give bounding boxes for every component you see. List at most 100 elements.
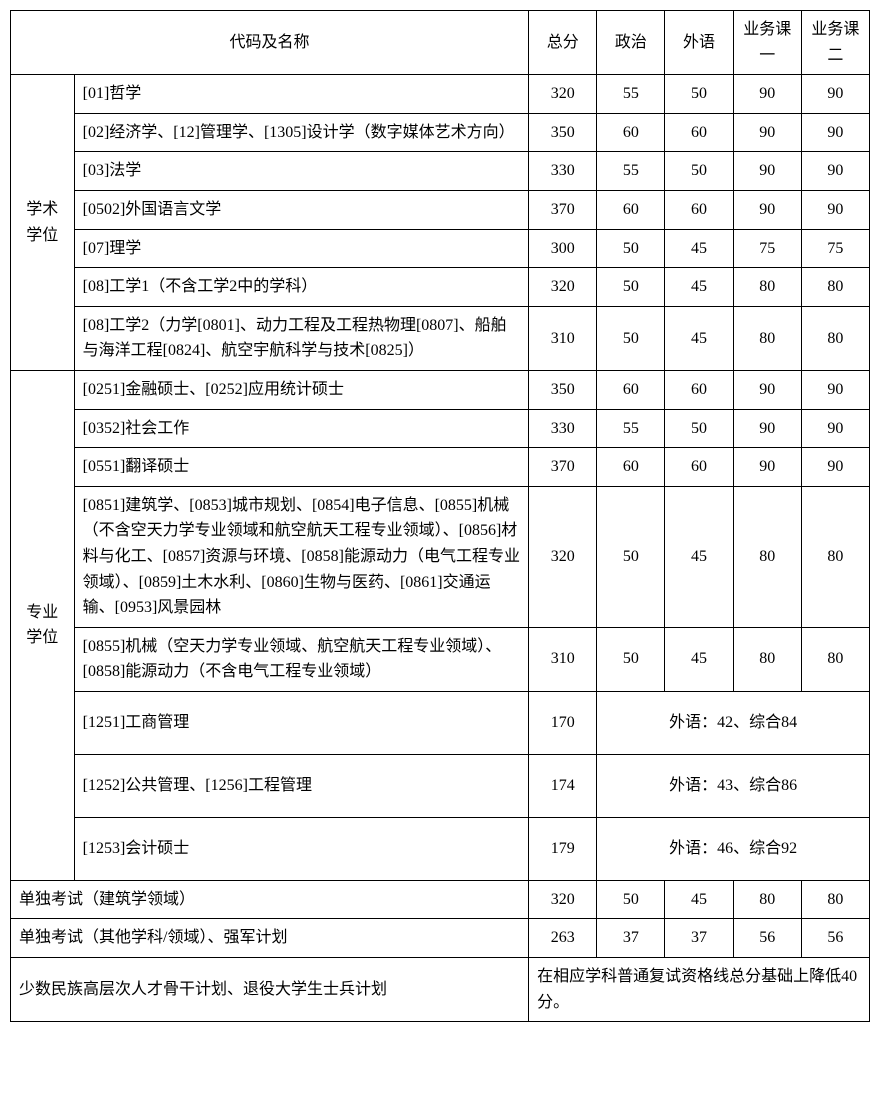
cell-for: 60 [665, 448, 733, 487]
cell-total: 350 [529, 113, 597, 152]
h-politics: 政治 [597, 11, 665, 75]
cell-c2: 90 [801, 190, 869, 229]
row-name: [1253]会计硕士 [74, 817, 529, 880]
cell-c2: 80 [801, 627, 869, 691]
row-name: [03]法学 [74, 152, 529, 191]
cell-for: 60 [665, 370, 733, 409]
cell-total: 370 [529, 448, 597, 487]
cell-c2: 90 [801, 152, 869, 191]
table-row: [1252]公共管理、[1256]工程管理 174 外语：43、综合86 [11, 754, 870, 817]
h-foreign: 外语 [665, 11, 733, 75]
cell-pol: 60 [597, 448, 665, 487]
cell-for: 45 [665, 880, 733, 919]
cell-c1: 90 [733, 370, 801, 409]
cell-c2: 75 [801, 229, 869, 268]
table-row: 学术学位 [01]哲学 320 55 50 90 90 [11, 75, 870, 114]
cell-c1: 80 [733, 627, 801, 691]
row-name: 单独考试（建筑学领域） [11, 880, 529, 919]
h-course2: 业务课二 [801, 11, 869, 75]
cell-total: 330 [529, 152, 597, 191]
cell-c1: 80 [733, 486, 801, 627]
cell-c2: 80 [801, 486, 869, 627]
cell-c1: 80 [733, 880, 801, 919]
cell-c1: 90 [733, 448, 801, 487]
table-row: 单独考试（建筑学领域） 320 50 45 80 80 [11, 880, 870, 919]
category-professional: 专业学位 [11, 370, 75, 880]
category-academic: 学术学位 [11, 75, 75, 371]
table-row: [0551]翻译硕士 370 60 60 90 90 [11, 448, 870, 487]
header-row: 代码及名称 总分 政治 外语 业务课一 业务课二 [11, 11, 870, 75]
cell-c2: 90 [801, 370, 869, 409]
cell-total: 320 [529, 880, 597, 919]
table-row: [1253]会计硕士 179 外语：46、综合92 [11, 817, 870, 880]
cell-pol: 50 [597, 306, 665, 370]
cell-c2: 80 [801, 268, 869, 307]
cell-c1: 90 [733, 409, 801, 448]
row-name: [1251]工商管理 [74, 691, 529, 754]
cell-note: 外语：46、综合92 [597, 817, 870, 880]
cell-pol: 60 [597, 190, 665, 229]
row-name: [0855]机械（空天力学专业领域、航空航天工程专业领域）、[0858]能源动力… [74, 627, 529, 691]
h-total: 总分 [529, 11, 597, 75]
cell-total: 170 [529, 691, 597, 754]
cell-total: 263 [529, 919, 597, 958]
cell-total: 320 [529, 75, 597, 114]
h-course1: 业务课一 [733, 11, 801, 75]
cell-c1: 90 [733, 152, 801, 191]
table-row: [08]工学1（不含工学2中的学科） 320 50 45 80 80 [11, 268, 870, 307]
cell-total: 320 [529, 268, 597, 307]
table-row: [03]法学 330 55 50 90 90 [11, 152, 870, 191]
row-name: [07]理学 [74, 229, 529, 268]
cell-c2: 56 [801, 919, 869, 958]
table-row: [02]经济学、[12]管理学、[1305]设计学（数字媒体艺术方向） 350 … [11, 113, 870, 152]
table-row: [0851]建筑学、[0853]城市规划、[0854]电子信息、[0855]机械… [11, 486, 870, 627]
cell-total: 300 [529, 229, 597, 268]
cell-for: 37 [665, 919, 733, 958]
score-table: 代码及名称 总分 政治 外语 业务课一 业务课二 学术学位 [01]哲学 320… [10, 10, 870, 1022]
h-code-name: 代码及名称 [11, 11, 529, 75]
cell-c1: 56 [733, 919, 801, 958]
cell-total: 370 [529, 190, 597, 229]
cell-for: 50 [665, 75, 733, 114]
table-row: [0352]社会工作 330 55 50 90 90 [11, 409, 870, 448]
cell-pol: 50 [597, 486, 665, 627]
row-name: [1252]公共管理、[1256]工程管理 [74, 754, 529, 817]
cell-c2: 90 [801, 113, 869, 152]
cell-for: 60 [665, 113, 733, 152]
row-name: [08]工学1（不含工学2中的学科） [74, 268, 529, 307]
cell-pol: 37 [597, 919, 665, 958]
cell-for: 45 [665, 229, 733, 268]
table-row: [08]工学2（力学[0801]、动力工程及工程热物理[0807]、船舶与海洋工… [11, 306, 870, 370]
footer-note: 在相应学科普通复试资格线总分基础上降低40分。 [529, 958, 870, 1022]
cell-pol: 50 [597, 627, 665, 691]
row-name: [0502]外国语言文学 [74, 190, 529, 229]
row-name: [0251]金融硕士、[0252]应用统计硕士 [74, 370, 529, 409]
cell-c2: 90 [801, 448, 869, 487]
table-row: [0855]机械（空天力学专业领域、航空航天工程专业领域）、[0858]能源动力… [11, 627, 870, 691]
cell-for: 45 [665, 306, 733, 370]
footer-label: 少数民族高层次人才骨干计划、退役大学生士兵计划 [11, 958, 529, 1022]
cell-for: 60 [665, 190, 733, 229]
row-name: [08]工学2（力学[0801]、动力工程及工程热物理[0807]、船舶与海洋工… [74, 306, 529, 370]
cell-total: 179 [529, 817, 597, 880]
cell-pol: 60 [597, 113, 665, 152]
cell-for: 45 [665, 486, 733, 627]
cell-c1: 90 [733, 190, 801, 229]
cell-pol: 50 [597, 229, 665, 268]
cell-c1: 75 [733, 229, 801, 268]
cell-c1: 90 [733, 113, 801, 152]
cell-note: 外语：43、综合86 [597, 754, 870, 817]
cell-total: 174 [529, 754, 597, 817]
cell-pol: 55 [597, 409, 665, 448]
table-row: [1251]工商管理 170 外语：42、综合84 [11, 691, 870, 754]
row-name: [02]经济学、[12]管理学、[1305]设计学（数字媒体艺术方向） [74, 113, 529, 152]
cell-total: 330 [529, 409, 597, 448]
table-row: [07]理学 300 50 45 75 75 [11, 229, 870, 268]
cell-for: 50 [665, 409, 733, 448]
footer-row: 少数民族高层次人才骨干计划、退役大学生士兵计划 在相应学科普通复试资格线总分基础… [11, 958, 870, 1022]
cell-c1: 80 [733, 268, 801, 307]
cell-total: 310 [529, 627, 597, 691]
cell-for: 45 [665, 627, 733, 691]
row-name: [01]哲学 [74, 75, 529, 114]
cell-total: 310 [529, 306, 597, 370]
